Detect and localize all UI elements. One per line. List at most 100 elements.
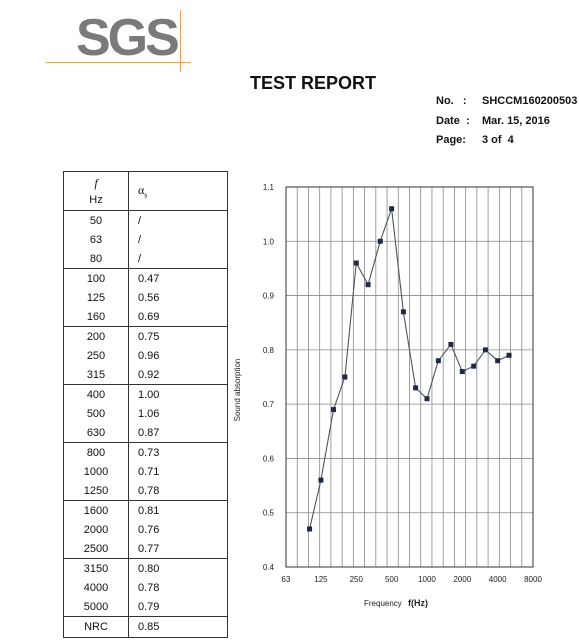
x-tick-label: 63 xyxy=(282,575,291,584)
sgs-logo: SGS xyxy=(46,9,191,72)
frequency-cell: 3150 xyxy=(63,558,129,578)
data-point xyxy=(448,341,454,347)
x-tick-label: 4000 xyxy=(489,575,507,584)
frequency-cell: 500 xyxy=(63,404,129,423)
table-row: 400 1.00 xyxy=(63,384,228,404)
absorption-cell: 0.96 xyxy=(128,346,228,365)
x-tick-label: 8000 xyxy=(524,575,542,584)
data-point xyxy=(342,374,348,380)
report-number-row: No. : SHCCM160200503 xyxy=(436,95,577,115)
data-point xyxy=(318,477,324,483)
plot-frame xyxy=(285,186,534,568)
absorption-cell: / xyxy=(128,230,228,249)
absorption-header: αs xyxy=(128,171,228,211)
table-header-row: f Hz αs xyxy=(63,171,228,211)
absorption-cell: 0.77 xyxy=(128,539,228,559)
table-row: 5000 0.79 xyxy=(63,597,228,617)
table-row: 63/ xyxy=(63,230,228,249)
report-page-row: Page: 3 of 4 xyxy=(436,134,577,154)
x-axis-label: Frequency xyxy=(364,599,402,608)
frequency-cell: 1600 xyxy=(63,500,129,520)
y-tick-label: 0.6 xyxy=(263,454,275,463)
table-row: 250 0.96 xyxy=(63,346,228,365)
data-point xyxy=(331,407,337,413)
table-row: 2500 0.77 xyxy=(63,539,228,559)
y-tick-label: 1.0 xyxy=(263,237,275,246)
table-row: 200 0.75 xyxy=(63,326,228,346)
frequency-cell: 100 xyxy=(63,268,129,288)
absorption-cell: / xyxy=(128,210,228,230)
table-row: 4000 0.78 xyxy=(63,578,228,597)
data-point xyxy=(353,260,359,266)
x-tick-label: 125 xyxy=(314,575,328,584)
absorption-cell: 0.73 xyxy=(128,442,228,462)
frequency-cell: 160 xyxy=(63,307,129,327)
absorption-cell: / xyxy=(128,249,228,269)
y-tick-label: 0.4 xyxy=(263,563,275,572)
absorption-cell: 0.81 xyxy=(128,500,228,520)
absorption-cell: 0.78 xyxy=(128,578,228,597)
data-point xyxy=(307,526,313,532)
absorption-cell: 0.76 xyxy=(128,520,228,539)
absorption-cell: 0.47 xyxy=(128,268,228,288)
data-point xyxy=(471,363,477,369)
data-point xyxy=(377,238,383,244)
table-row: 1250 0.78 xyxy=(63,481,228,501)
nrc-value: 0.85 xyxy=(128,616,228,638)
data-point xyxy=(459,369,465,375)
absorption-cell: 1.06 xyxy=(128,404,228,423)
table-row: 1000 0.71 xyxy=(63,462,228,481)
series-line xyxy=(309,208,510,530)
table-row: 800 0.73 xyxy=(63,442,228,462)
table-row: 315 0.92 xyxy=(63,365,228,385)
data-point xyxy=(506,352,512,358)
table-row: 2000 0.76 xyxy=(63,520,228,539)
absorption-cell: 0.79 xyxy=(128,597,228,617)
report-date: Mar. 15, 2016 xyxy=(482,114,550,127)
data-point xyxy=(482,347,488,353)
absorption-cell: 1.00 xyxy=(128,384,228,404)
report-title: TEST REPORT xyxy=(250,73,377,93)
y-axis-label: Sound absorption xyxy=(233,359,242,422)
data-point xyxy=(400,309,406,315)
report-page-label: Page: xyxy=(436,134,466,146)
absorption-cell: 0.87 xyxy=(128,423,228,443)
table-row: 125 0.56 xyxy=(63,288,228,307)
frequency-cell: 200 xyxy=(63,326,129,346)
logo-text: SGS xyxy=(76,9,180,67)
frequency-cell: 1250 xyxy=(63,481,129,501)
logo-accent-line xyxy=(180,10,181,72)
report-date-label: Date : xyxy=(436,114,470,127)
table-row: 80/ xyxy=(63,249,228,269)
report-number: SHCCM160200503 xyxy=(482,95,578,107)
report-number-label: No. : xyxy=(436,95,467,107)
absorption-cell: 0.92 xyxy=(128,365,228,385)
x-axis-unit: f(Hz) xyxy=(408,598,428,608)
absorption-cell: 0.75 xyxy=(128,326,228,346)
report-meta: No. : SHCCM160200503 Date : Mar. 15, 2016 … xyxy=(436,95,577,154)
y-tick-label: 0.9 xyxy=(263,292,275,301)
frequency-cell: 250 xyxy=(63,346,129,365)
absorption-cell: 0.71 xyxy=(128,462,228,481)
table-row: 3150 0.80 xyxy=(63,558,228,578)
table-row: 500 1.06 xyxy=(63,404,228,423)
frequency-cell: 5000 xyxy=(63,597,129,617)
data-point xyxy=(365,282,371,288)
y-tick-label: 0.8 xyxy=(263,346,275,355)
frequency-header: f Hz xyxy=(63,171,129,211)
y-tick-label: 0.7 xyxy=(263,400,275,409)
absorption-cell: 0.56 xyxy=(128,288,228,307)
table-row: 630 0.87 xyxy=(63,423,228,443)
x-tick-label: 2000 xyxy=(453,575,471,584)
x-tick-label: 1000 xyxy=(418,575,436,584)
y-tick-label: 1.1 xyxy=(263,183,275,192)
data-point xyxy=(435,358,441,364)
table-row: 50/ xyxy=(63,210,228,230)
absorption-cell: 0.69 xyxy=(128,307,228,327)
data-point xyxy=(389,206,395,212)
table-row: 100 0.47 xyxy=(63,268,228,288)
data-point xyxy=(413,385,419,391)
x-tick-label: 250 xyxy=(350,575,364,584)
x-tick-label: 500 xyxy=(385,575,399,584)
